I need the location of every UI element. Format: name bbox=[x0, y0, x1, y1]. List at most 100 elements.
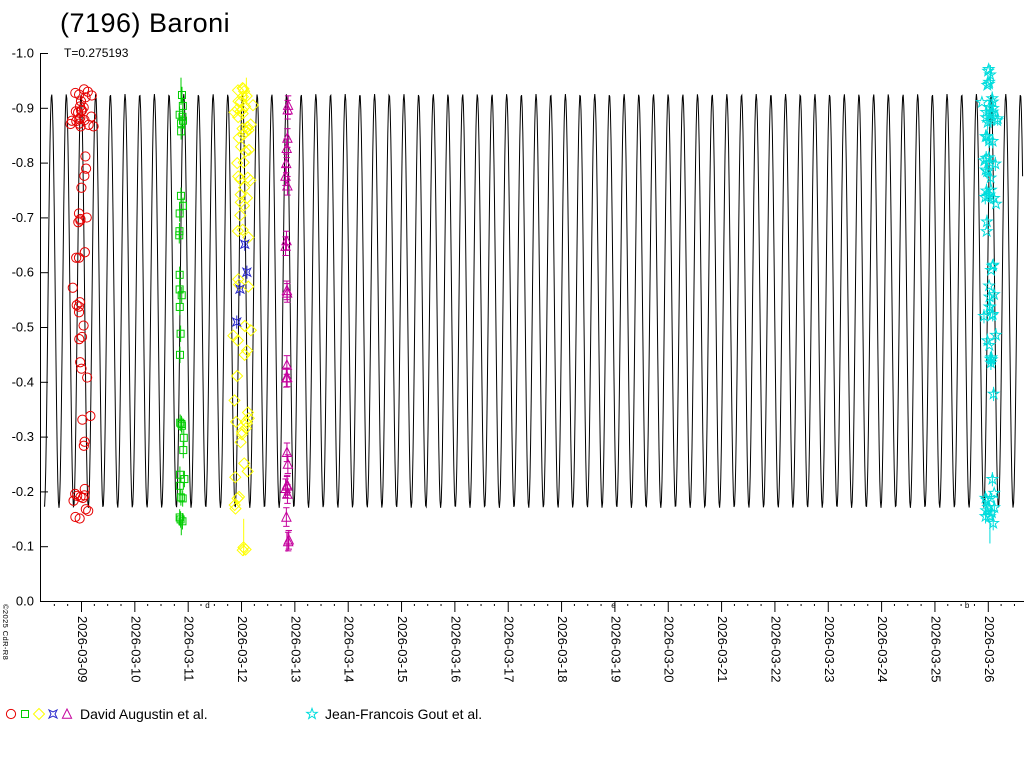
session-square-2026-03-11 bbox=[175, 77, 189, 536]
data-point-circle bbox=[80, 163, 92, 174]
data-point-star5 bbox=[987, 486, 1001, 499]
data-point-circle bbox=[68, 495, 79, 506]
data-point-triangle bbox=[280, 157, 292, 169]
data-point-star4 bbox=[231, 316, 242, 328]
x-minor-tick bbox=[693, 604, 695, 606]
data-point-diamond bbox=[236, 543, 249, 557]
data-point-circle bbox=[75, 213, 86, 225]
x-minor-tick bbox=[680, 604, 682, 606]
data-point-circle bbox=[79, 247, 90, 258]
x-minor-tick bbox=[907, 604, 909, 606]
model-curve bbox=[43, 93, 1024, 509]
x-minor-tick bbox=[333, 604, 335, 606]
session-star4-2026-03-12 bbox=[231, 237, 252, 329]
legend-diamond-icon bbox=[32, 707, 46, 721]
x-minor-tick bbox=[160, 604, 162, 606]
x-tick-label: 2026-03-14 bbox=[342, 616, 357, 683]
data-point-star5 bbox=[981, 500, 995, 514]
data-point-triangle bbox=[280, 240, 292, 251]
data-point-diamond bbox=[231, 273, 245, 286]
y-tick-label: -0.7 bbox=[12, 210, 34, 225]
data-point-triangle bbox=[280, 371, 292, 383]
data-point-star5 bbox=[980, 188, 995, 202]
data-point-circle bbox=[5, 708, 17, 720]
x-minor-tick bbox=[320, 604, 322, 606]
data-point-star5 bbox=[986, 104, 1000, 118]
data-point-star5 bbox=[985, 308, 999, 322]
data-point-star5 bbox=[980, 115, 995, 129]
data-point-star5 bbox=[983, 351, 998, 365]
data-point-diamond bbox=[234, 105, 247, 118]
x-minor-tick bbox=[947, 604, 949, 606]
x-minor-tick bbox=[813, 604, 815, 606]
data-point-star5 bbox=[986, 386, 1001, 400]
data-point-circle bbox=[76, 331, 88, 343]
legend-symbols-augustin bbox=[4, 706, 74, 722]
x-minor-tick bbox=[893, 604, 895, 606]
data-point-diamond bbox=[238, 319, 252, 333]
data-point-square bbox=[175, 481, 184, 490]
data-point-circle bbox=[75, 357, 86, 368]
legend-symbols-gout bbox=[305, 706, 319, 722]
data-point-triangle bbox=[280, 510, 292, 522]
data-point-square bbox=[179, 446, 188, 455]
x-minor-tick bbox=[640, 604, 642, 606]
x-tick-label: 2026-03-26 bbox=[982, 616, 997, 683]
data-point-star5 bbox=[982, 338, 997, 352]
data-point-diamond bbox=[242, 143, 256, 157]
data-point-diamond bbox=[232, 131, 246, 145]
y-tick-label: -1.0 bbox=[12, 46, 34, 61]
data-point-triangle bbox=[281, 487, 293, 499]
x-minor-tick bbox=[747, 604, 749, 606]
data-point-diamond bbox=[229, 415, 243, 429]
data-point-diamond bbox=[244, 118, 257, 131]
data-point-diamond bbox=[237, 84, 251, 98]
data-point-diamond bbox=[237, 199, 251, 212]
data-point-square bbox=[21, 710, 29, 718]
data-point-circle bbox=[82, 86, 93, 97]
x-minor-tick bbox=[733, 604, 735, 606]
data-point-diamond bbox=[231, 492, 244, 505]
data-point-star5 bbox=[984, 355, 998, 369]
data-point-star4 bbox=[47, 708, 59, 720]
data-point-star5 bbox=[985, 307, 1000, 321]
data-point-triangle bbox=[281, 142, 293, 153]
data-point-star5 bbox=[984, 182, 998, 196]
data-point-diamond bbox=[242, 231, 255, 244]
y-tick-label: -0.8 bbox=[12, 155, 34, 170]
data-point-diamond bbox=[229, 470, 242, 484]
data-point-circle bbox=[80, 151, 91, 162]
data-point-diamond bbox=[228, 106, 241, 119]
data-point-star5 bbox=[987, 287, 1001, 301]
legend-star5-icon bbox=[305, 706, 319, 720]
x-minor-tick bbox=[413, 604, 415, 606]
data-point-circle bbox=[70, 511, 81, 523]
data-point-diamond bbox=[235, 425, 249, 439]
legend-entry-augustin: David Augustin et al. bbox=[4, 702, 208, 726]
data-point-circle bbox=[80, 504, 91, 515]
data-point-diamond bbox=[232, 490, 246, 504]
x-tick-label: 2026-03-13 bbox=[288, 616, 303, 683]
x-minor-tick bbox=[1013, 604, 1015, 606]
chart-title: (7196) Baroni bbox=[60, 8, 231, 38]
x-minor-tick bbox=[200, 604, 202, 606]
data-point-diamond bbox=[239, 415, 253, 428]
data-point-square bbox=[176, 418, 185, 427]
x-minor-tick bbox=[547, 604, 549, 606]
data-point-circle bbox=[71, 299, 82, 311]
period-label: T=0.275193 bbox=[64, 46, 129, 60]
data-point-star5 bbox=[978, 490, 993, 504]
x-minor-tick bbox=[280, 604, 282, 606]
data-point-diamond bbox=[240, 344, 254, 357]
x-minor-tick bbox=[467, 604, 469, 606]
legend: David Augustin et al. Jean-Francois Gout… bbox=[0, 702, 1024, 728]
data-point-circle bbox=[79, 490, 90, 501]
data-point-square bbox=[175, 227, 184, 236]
data-point-star5 bbox=[985, 472, 1000, 485]
data-point-star5 bbox=[982, 299, 997, 313]
data-point-diamond bbox=[32, 707, 46, 721]
y-tick-label: -0.2 bbox=[12, 484, 34, 499]
data-point-square bbox=[177, 420, 186, 429]
data-point-circle bbox=[76, 182, 87, 193]
